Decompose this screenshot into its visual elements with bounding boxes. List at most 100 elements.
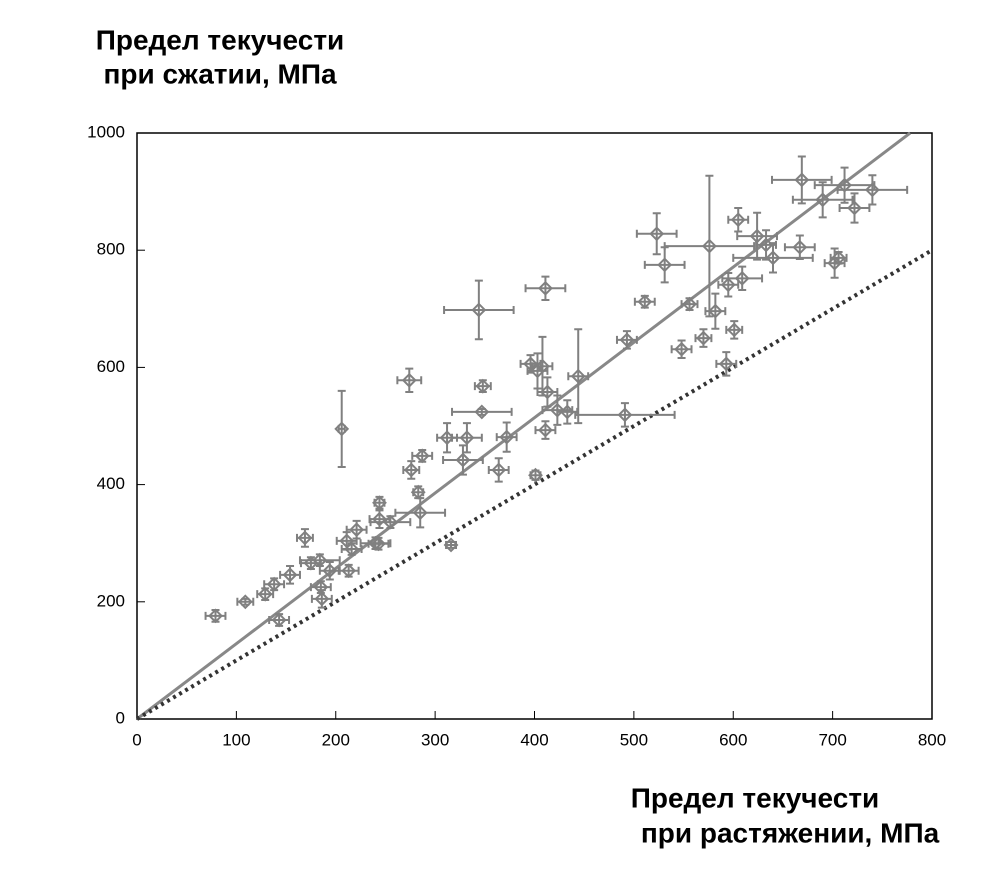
y-error-bar: [769, 242, 777, 274]
point: [831, 250, 847, 266]
x-tick-label: 800: [918, 730, 946, 749]
y-error-bar: [711, 292, 720, 330]
y-error-bar: [818, 181, 827, 219]
point: [403, 462, 419, 478]
point: [528, 467, 543, 483]
point: [794, 172, 810, 188]
y-error-bar: [443, 422, 452, 454]
y-tick-label: 400: [97, 474, 125, 493]
point: [349, 522, 365, 538]
point: [382, 514, 398, 530]
point: [837, 177, 852, 193]
y-error-bar: [541, 275, 550, 302]
y-error-bar: [405, 367, 414, 394]
y-axis-label: Предел текучести: [96, 24, 345, 55]
point: [237, 594, 253, 610]
point: [649, 226, 665, 242]
y-error-bar: [543, 376, 552, 408]
point: [372, 495, 387, 511]
point: [475, 378, 491, 394]
point: [617, 407, 633, 423]
point: [765, 250, 781, 266]
point: [371, 536, 386, 552]
y-error-bar: [652, 212, 661, 256]
point: [734, 270, 750, 286]
x-tick-label: 600: [719, 730, 747, 749]
x-tick-label: 300: [421, 730, 449, 749]
point: [570, 368, 586, 384]
point: [474, 404, 490, 420]
point: [499, 429, 515, 445]
point: [535, 358, 550, 374]
point: [523, 356, 538, 372]
x-tick-label: 500: [620, 730, 648, 749]
point: [637, 294, 653, 310]
plot-frame: [136, 132, 933, 720]
point: [707, 303, 723, 319]
y-error-bar: [850, 192, 859, 224]
point: [718, 356, 734, 372]
y-error-bar: [705, 174, 714, 318]
x-tick-label: 100: [222, 730, 250, 749]
y-error-bar: [563, 399, 572, 425]
point: [208, 608, 223, 624]
y-error-bar: [416, 497, 425, 529]
point: [271, 612, 287, 628]
point: [696, 330, 711, 346]
point: [701, 238, 717, 254]
x-tick-label: 200: [322, 730, 350, 749]
point: [674, 341, 689, 357]
point: [312, 552, 328, 568]
y-error-bar: [753, 211, 762, 261]
point: [730, 212, 746, 228]
point: [414, 448, 430, 464]
point: [443, 537, 459, 553]
reference-line: [135, 248, 934, 721]
point: [682, 296, 697, 312]
point: [471, 302, 487, 318]
point: [538, 422, 553, 438]
y-error-bar: [840, 166, 849, 204]
point: [282, 567, 298, 583]
point: [401, 372, 417, 388]
point: [257, 586, 273, 602]
y-tick-label: 800: [97, 240, 125, 259]
y-tick-label: 0: [116, 708, 125, 727]
x-axis-label: при растяжении, МПа: [641, 817, 940, 848]
point: [455, 452, 471, 468]
point: [334, 421, 350, 437]
point: [549, 402, 565, 418]
point: [341, 563, 357, 579]
y-error-bar: [502, 421, 511, 453]
y-error-bar: [474, 279, 483, 341]
x-axis-label: Предел текучести: [631, 782, 880, 813]
point: [726, 322, 742, 338]
y-error-bar: [734, 207, 743, 233]
x-tick-label: 0: [132, 730, 141, 749]
y-error-bar: [722, 351, 731, 377]
y-error-bar: [724, 272, 733, 298]
y-tick-label: 1000: [87, 122, 125, 141]
y-error-bar: [462, 422, 471, 454]
y-tick-label: 600: [97, 357, 125, 376]
y-tick-label: 200: [97, 591, 125, 610]
y-axis-label: при сжатии, МПа: [103, 58, 336, 89]
point: [491, 462, 507, 478]
point: [720, 277, 736, 293]
y-error-bar: [337, 389, 346, 469]
point: [540, 384, 555, 400]
point: [559, 404, 575, 420]
y-error-bar: [795, 234, 804, 260]
point: [864, 182, 880, 198]
point: [314, 591, 330, 607]
x-tick-label: 700: [818, 730, 846, 749]
point: [322, 563, 338, 579]
reference-line: [136, 131, 912, 721]
point: [792, 239, 808, 255]
y-error-bar: [620, 402, 629, 428]
point: [297, 530, 313, 546]
point: [657, 257, 673, 273]
point: [459, 430, 475, 446]
y-error-bar: [574, 328, 583, 425]
